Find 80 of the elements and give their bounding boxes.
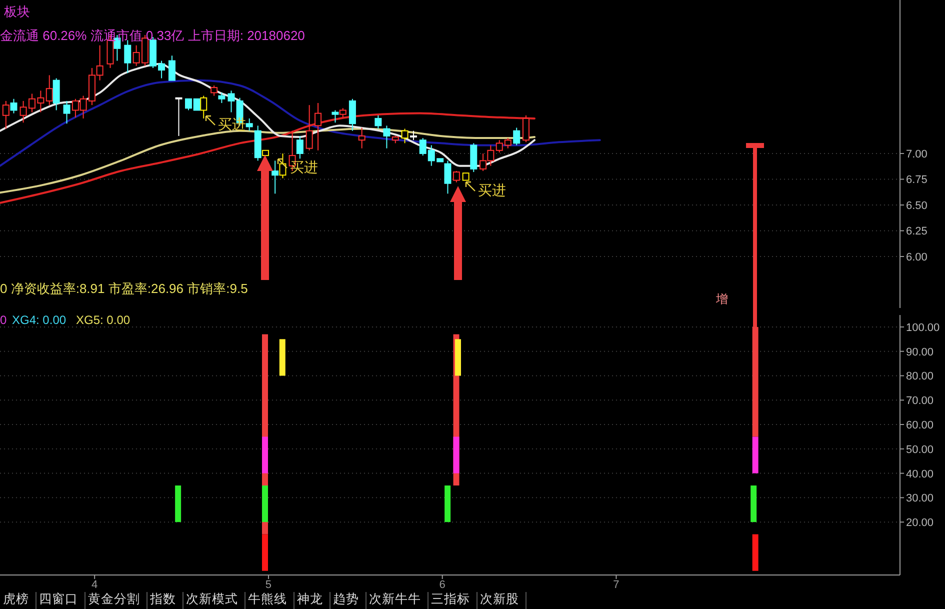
bar: [752, 534, 758, 571]
candlestick: [383, 125, 390, 149]
bar: [453, 436, 460, 474]
y-tick-label: 7.00: [906, 148, 928, 160]
x-tick-label: 7: [613, 579, 620, 591]
annotation: 增: [715, 292, 728, 306]
candlestick: [46, 74, 53, 106]
bar: [752, 436, 758, 474]
candlestick: [2, 100, 10, 130]
y-tick-label: 50.00: [906, 444, 934, 456]
x-tick-label: 5: [265, 579, 272, 591]
candlestick: [52, 78, 60, 111]
candlestick: [200, 95, 208, 119]
text: 虎榜: [3, 592, 29, 606]
annotation: 0: [0, 313, 7, 327]
candlestick: [332, 110, 339, 124]
y-tick-label: 40.00: [906, 468, 934, 480]
candlestick: [246, 118, 253, 132]
bar: [262, 436, 268, 474]
text: 指数: [149, 592, 176, 606]
candlestick: [348, 98, 356, 132]
y-tick-label: 6.25: [906, 226, 928, 238]
text: 次新牛牛: [369, 592, 421, 606]
x-tick-label: 4: [92, 579, 98, 591]
y-tick-label: 70.00: [906, 395, 934, 408]
y-tick-label: 6.50: [906, 200, 928, 212]
text: 四窗口: [39, 591, 78, 606]
candlestick: [63, 100, 70, 124]
candlestick: [314, 102, 322, 151]
candlestick: [374, 114, 382, 130]
candlestick: [10, 98, 18, 114]
y-tick-label: 90.00: [906, 346, 934, 358]
text: 趋势: [333, 592, 359, 606]
candlestick: [175, 97, 182, 136]
candlestick: [279, 152, 286, 179]
candlestick: [358, 127, 366, 149]
y-tick-label: 80.00: [906, 370, 934, 383]
bar: [262, 485, 268, 522]
annotation: 金流通 60.26% 流通市值 0.33亿 上市日期: 20180620: [0, 28, 305, 43]
text: 三指标: [431, 592, 470, 606]
candlestick: [296, 135, 304, 160]
candlestick: [306, 104, 313, 151]
y-tick-label: 100.00: [906, 322, 940, 334]
annotation: XG4: 0.00: [12, 313, 66, 327]
annotation: XG5: 0.00: [76, 313, 130, 327]
x-tick-label: 6: [439, 579, 446, 591]
candlestick: [401, 128, 408, 144]
candlestick: [339, 108, 346, 118]
candlestick: [272, 160, 279, 194]
candlestick: [210, 85, 218, 96]
annotation: 0 净资收益率:8.91 市盈率:26.96 市销率:9.5: [0, 281, 248, 296]
text: 次新模式: [186, 592, 238, 606]
candlestick: [410, 130, 417, 141]
y-tick-label: 20.00: [906, 517, 934, 530]
text: 牛熊线: [248, 592, 287, 606]
bar: [750, 485, 757, 522]
text: 神龙: [297, 592, 323, 606]
candlestick: [470, 142, 478, 173]
candlestick: [452, 170, 460, 183]
candlestick: [168, 55, 176, 81]
candlestick: [444, 160, 452, 194]
y-tick-label: 6.00: [906, 251, 928, 264]
y-tick-label: 6.75: [906, 174, 928, 186]
candlestick: [513, 127, 520, 146]
bar: [752, 326, 758, 437]
bar: [279, 339, 286, 376]
y-tick-label: 60.00: [906, 420, 934, 432]
candlestick: [522, 114, 530, 143]
y-tick-label: 30.00: [906, 492, 934, 505]
text: 次新股: [480, 592, 519, 606]
bar: [175, 485, 182, 522]
text: 黄金分割: [88, 592, 140, 606]
line-series: [0, 112, 536, 204]
annotation: 板块: [3, 4, 30, 19]
annotation: 买进: [218, 116, 246, 132]
candlestick: [218, 92, 226, 104]
bar: [262, 534, 268, 571]
bar: [455, 339, 461, 376]
annotation: 买进: [478, 182, 506, 198]
bar: [444, 485, 451, 522]
